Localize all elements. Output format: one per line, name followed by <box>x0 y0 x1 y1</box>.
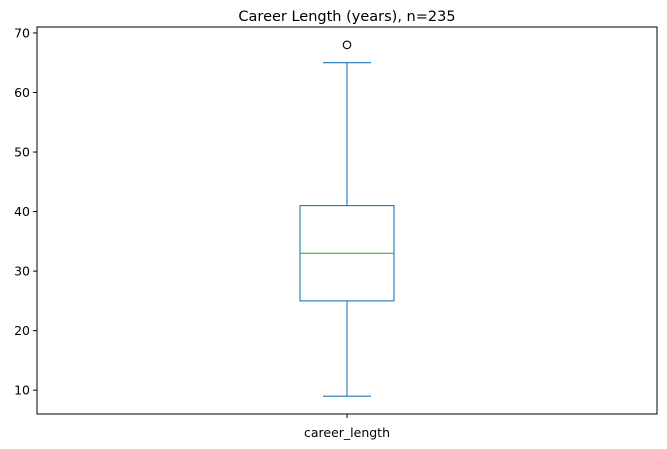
y-tick-label: 70 <box>14 25 30 40</box>
y-tick-label: 40 <box>14 204 30 219</box>
outlier-point <box>342 40 352 50</box>
axes-frame <box>36 26 658 415</box>
plot-area: 10 20 30 40 50 60 70 career_length <box>14 25 395 440</box>
y-tick-label: 30 <box>14 264 30 279</box>
chart-title: Career Length (years), n=235 <box>238 9 455 25</box>
y-tick-label: 60 <box>14 85 30 100</box>
y-tick-label: 20 <box>14 323 30 338</box>
x-tick-label: career_length <box>304 425 390 440</box>
y-tick-label: 10 <box>14 383 30 398</box>
y-tick-label: 50 <box>14 145 30 160</box>
